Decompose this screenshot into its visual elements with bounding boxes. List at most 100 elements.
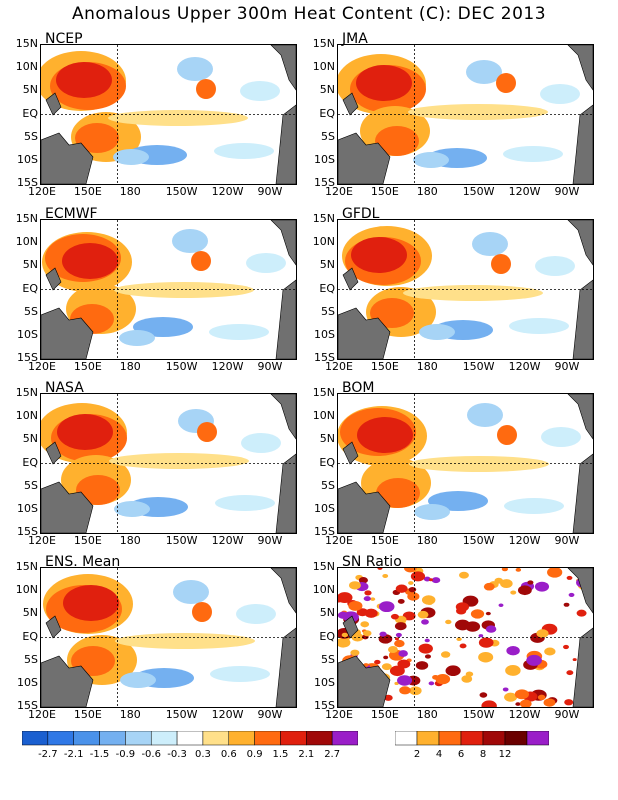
anomaly-blob [241,433,281,453]
panel-label: GFDL [342,206,380,222]
sn-blob [381,663,392,671]
anomaly-blob [419,324,455,340]
x-tick-label: 120W [508,360,541,373]
sn-blob [478,634,484,638]
anomaly-blob [108,110,248,126]
anomaly-blob [240,81,280,101]
x-tick-label: 120E [325,185,353,198]
colorbar-label: 8 [479,749,487,760]
land-central-america [567,394,593,440]
sn-blob [408,587,417,593]
land-australia-indonesia [41,132,94,184]
y-tick-label: EQ [22,629,38,643]
y-tick-label: 10S [314,675,335,689]
x-tick-label: 150W [462,360,495,373]
sn-blob [576,609,587,617]
sn-blob [563,602,570,607]
anomaly-blob [403,285,543,301]
y-tick-label: 15N [15,212,38,225]
sn-blob [397,659,411,669]
land-philippines [45,441,62,465]
sn-blob [470,609,485,619]
y-tick-label: 15N [15,37,38,50]
colorbar-swatch [482,731,506,746]
y-tick-label: 10N [312,583,335,597]
colorbar-label: 2.7 [324,749,341,760]
sn-blob [417,610,429,619]
sn-blob [418,643,433,654]
colorbar-swatch [125,731,152,746]
y-tick-label: 5S [321,652,335,666]
y-tick-label: 10N [312,235,335,249]
sn-blob [505,665,521,676]
x-tick-label: 150W [462,708,495,721]
anomaly-blob [177,57,213,81]
sn-blob [379,601,395,613]
anomaly-blob [357,417,413,453]
x-tick-label: 120W [508,708,541,721]
colorbar-label: -0.9 [115,749,136,760]
y-tick-label: EQ [22,106,38,120]
sn-blob [534,581,550,592]
sn-blob [544,647,556,656]
sn-blob [515,702,521,706]
sn-blob [407,592,420,601]
anomaly-blob [375,126,419,156]
x-tick-label: 120W [211,185,244,198]
x-tick-label: 120W [211,360,244,373]
y-tick-label: 5S [24,129,38,143]
x-tick-label: 150W [165,708,198,721]
colorbar-swatch [460,731,484,746]
y-tick-label: 15S [17,176,38,189]
anomaly-blob [191,251,211,271]
sn-blob [481,700,497,707]
sn-blob [428,578,434,582]
x-tick-label: 120E [325,360,353,373]
y-tick-label: 5N [319,83,335,97]
sn-blob [349,581,361,590]
colorbar-swatch [176,731,204,746]
anomaly-blob [535,256,575,276]
y-tick-label: 10N [15,60,38,74]
x-tick-label: 150E [73,185,102,198]
land-australia-indonesia [41,481,94,533]
x-tick-label: 150W [462,534,495,547]
land-central-america [567,45,593,91]
map-field [41,45,296,184]
colorbar-label: -0.6 [141,749,161,760]
colorbar-label: 6 [457,749,465,760]
land-philippines [45,615,62,639]
x-tick-label: 150E [73,360,102,373]
sn-blob [572,658,577,662]
x-tick-label: 150E [370,708,399,721]
y-tick-label: 5S [321,304,335,318]
sn-blob [543,698,556,707]
land-south-america [572,453,593,533]
colorbar-swatch [395,731,418,746]
sn-blob [338,592,353,603]
anomaly-blob [109,453,249,469]
sn-blob [510,590,517,595]
colorbar-label: 12 [498,749,512,760]
x-tick-label: 120E [325,534,353,547]
sn-blob [394,622,407,631]
map-field [41,220,296,359]
colorbar-swatch [202,731,230,746]
sn-blob [379,631,387,637]
y-tick-label: 10S [17,152,38,166]
sn-blob [421,619,429,625]
anomaly-blob [113,149,149,165]
colorbar-label: 2.1 [298,749,315,760]
sn-blob [362,630,372,637]
y-tick-label: 5S [321,129,335,143]
anomaly-blob [408,104,548,120]
sn-blob [423,576,431,582]
colorbar-swatch [254,731,281,746]
colorbar-label: -1.5 [89,749,110,760]
land-australia-indonesia [338,655,391,707]
y-tick-label: 10S [17,501,38,515]
sn-blob [399,686,411,695]
anomaly-blob [497,425,517,445]
x-tick-label: 120E [28,185,56,198]
x-tick-label: 150E [370,534,399,547]
